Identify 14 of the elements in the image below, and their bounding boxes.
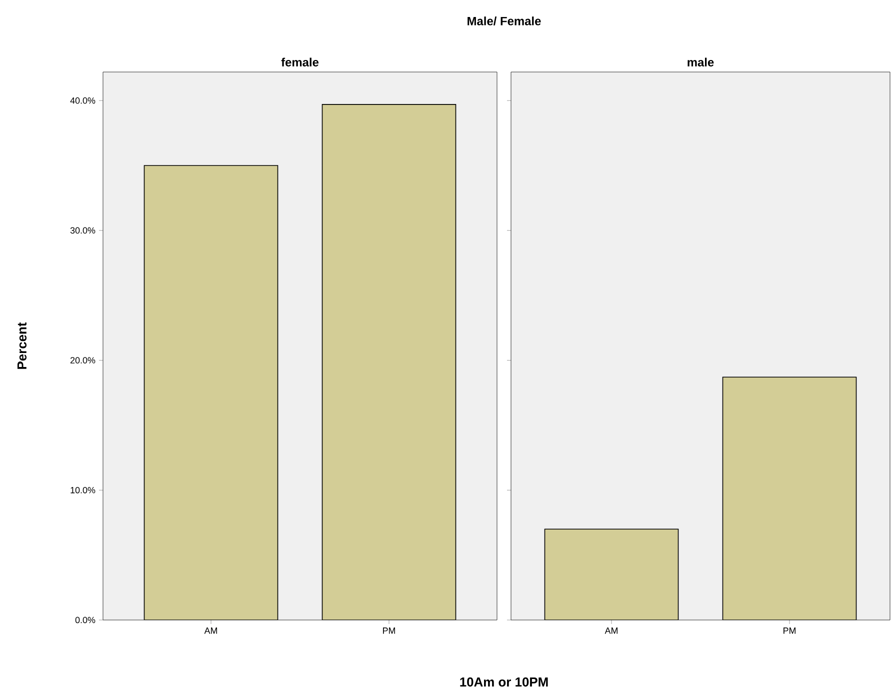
y-axis-title: Percent	[17, 322, 27, 369]
chart-title: female	[281, 58, 319, 66]
y-tick-label: 40.0%	[70, 97, 96, 104]
x-tick-label: PM	[383, 628, 395, 634]
y-tick-label: 20.0%	[70, 357, 96, 364]
x-tick-label: AM	[204, 628, 217, 634]
text: Male/ Female	[468, 16, 541, 26]
chart-title: male	[688, 58, 714, 66]
x-axis-title: 10Am or 10PM	[460, 677, 548, 687]
x-tick-label: PM	[784, 628, 796, 634]
y-tick-label: 0.0%	[75, 616, 96, 624]
y-tick-label: 10.0%	[70, 486, 96, 494]
x-tick-label: AM	[604, 628, 618, 634]
y-tick-label: 30.0%	[70, 227, 96, 234]
